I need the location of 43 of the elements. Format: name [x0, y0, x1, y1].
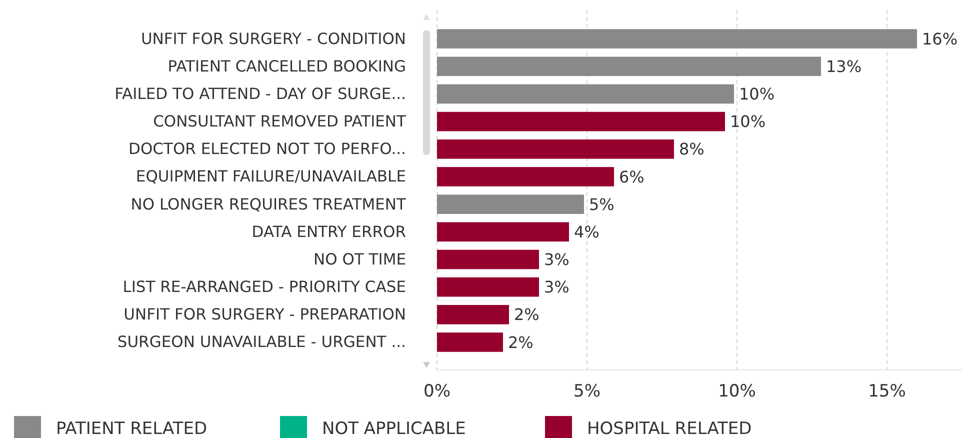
data-label: 2%	[514, 305, 540, 324]
data-label: 8%	[679, 140, 704, 159]
data-label: 13%	[826, 56, 862, 76]
y-tick-label: NO OT TIME	[313, 250, 406, 268]
legend-label: HOSPITAL RELATED	[587, 418, 752, 438]
y-tick-label: EQUIPMENT FAILURE/UNAVAILABLE	[136, 168, 406, 186]
bar	[437, 112, 725, 132]
data-label: 10%	[739, 84, 775, 104]
bar	[437, 194, 584, 214]
data-label: 3%	[544, 250, 570, 270]
bar	[437, 222, 569, 242]
data-label: 10%	[730, 112, 766, 132]
bar	[437, 167, 614, 186]
data-label: 2%	[508, 332, 534, 352]
data-label: 4%	[574, 222, 600, 242]
y-tick-label: UNFIT FOR SURGERY - CONDITION	[140, 30, 406, 48]
bar	[437, 304, 509, 324]
bar	[437, 139, 674, 159]
data-label: 5%	[589, 194, 614, 214]
y-tick-label: FAILED TO ATTEND - DAY OF SURGE...	[114, 84, 406, 103]
bar	[437, 56, 821, 76]
y-tick-label: DOCTOR ELECTED NOT TO PERFO...	[128, 140, 406, 158]
y-tick-label: DATA ENTRY ERROR	[252, 222, 406, 241]
bar	[437, 277, 539, 297]
y-tick-label: NO LONGER REQUIRES TREATMENT	[130, 195, 407, 214]
legend-label: PATIENT RELATED	[56, 418, 208, 438]
x-tick-label: 0%	[424, 381, 450, 402]
data-label: 16%	[922, 29, 958, 48]
legend-label: NOT APPLICABLE	[322, 418, 466, 438]
data-label: 6%	[619, 167, 644, 186]
bar	[437, 332, 503, 352]
x-tick-label: 15%	[868, 381, 906, 402]
bar	[437, 250, 539, 270]
x-tick-label: 10%	[718, 381, 756, 402]
y-tick-label: CONSULTANT REMOVED PATIENT	[153, 112, 407, 130]
y-tick-label: SURGEON UNAVAILABLE - URGENT ...	[117, 333, 406, 352]
y-tick-label: LIST RE-ARRANGED - PRIORITY CASE	[122, 278, 406, 296]
bar	[437, 29, 917, 48]
x-tick-label: 5%	[574, 381, 600, 402]
bar	[437, 84, 734, 104]
y-tick-label: UNFIT FOR SURGERY - PREPARATION	[124, 306, 406, 324]
y-tick-label: PATIENT CANCELLED BOOKING	[168, 57, 406, 76]
data-label: 3%	[544, 278, 570, 297]
